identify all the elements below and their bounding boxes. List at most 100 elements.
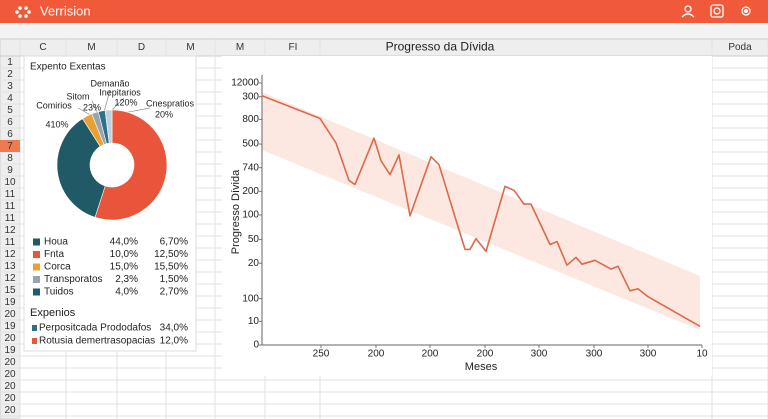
expense-swatch xyxy=(32,338,37,344)
row-header: 11 xyxy=(5,237,16,248)
row-header: 10 xyxy=(4,177,16,188)
pie-annotation: 120% xyxy=(114,97,137,107)
row-header: 1 xyxy=(7,57,13,68)
row-header: 8 xyxy=(7,153,13,164)
y-tick-label: 50 xyxy=(248,234,260,245)
row-header: 9 xyxy=(7,165,13,176)
legend-share: 15,0% xyxy=(110,262,138,273)
sheet-title: Progresso da Dívida xyxy=(386,40,495,54)
legend-rate: 2,70% xyxy=(160,287,188,298)
expense-name: Rotusia demertrasopacias xyxy=(39,336,155,347)
row-header: 13 xyxy=(4,261,16,272)
row-header: 20 xyxy=(4,369,16,380)
pie-annotation: Sitom xyxy=(66,91,89,101)
column-header: M xyxy=(87,42,95,53)
row-header: 20 xyxy=(4,333,16,344)
row-header: 6 xyxy=(7,117,13,128)
title-bar xyxy=(0,0,768,23)
y-tick-label: 20 xyxy=(248,258,260,269)
legend-rate: 6,70% xyxy=(160,237,188,248)
legend-name: Tuidos xyxy=(44,287,74,298)
row-header: 20 xyxy=(4,357,16,368)
row-header: 19 xyxy=(4,297,16,308)
x-tick-label: 300 xyxy=(586,349,603,360)
legend-swatch xyxy=(33,288,40,296)
pie-annotation: 20% xyxy=(155,109,173,119)
x-tick-label: 200 xyxy=(477,349,494,360)
row-header: 12 xyxy=(4,273,16,284)
row-header: 5 xyxy=(7,105,13,116)
pie-hole xyxy=(90,143,134,187)
pie-annotation: Comirios xyxy=(36,100,72,110)
x-tick-label: 200 xyxy=(422,349,439,360)
x-tick-label: 300 xyxy=(531,349,548,360)
data-line xyxy=(261,94,701,327)
pie-leaders xyxy=(77,89,151,119)
row-header: 12 xyxy=(4,225,16,236)
row-header: 12 xyxy=(4,249,16,260)
x-tick-label: 300 xyxy=(640,349,657,360)
app-title: Verrision xyxy=(40,3,91,18)
row-header: 2 xyxy=(7,69,13,80)
legend-rate: 15,50% xyxy=(154,262,188,273)
row-header: 20 xyxy=(4,309,16,320)
row-header: 11 xyxy=(5,201,16,212)
row-header: 7 xyxy=(7,141,13,152)
row-header: 3 xyxy=(7,81,13,92)
legend-name: Corca xyxy=(44,262,71,273)
y-tick-label: 500 xyxy=(242,139,259,150)
row-header: 19 xyxy=(4,321,16,332)
row-header: 15 xyxy=(4,285,16,296)
y-tick-label: 200 xyxy=(242,186,259,197)
y-tick-label: 800 xyxy=(242,114,259,125)
active-row-header xyxy=(0,140,20,152)
column-header: Poda xyxy=(728,42,752,53)
logo xyxy=(15,6,31,18)
x-tick-label: 10 xyxy=(696,349,708,360)
legend-share: 10,0% xyxy=(110,249,138,260)
x-axis-label: Meses xyxy=(465,361,498,373)
legend-swatch xyxy=(33,276,40,283)
x-tick-label: 250 xyxy=(313,349,330,360)
row-header: 4 xyxy=(7,93,13,104)
ribbon xyxy=(0,23,768,39)
row-header: 20 xyxy=(4,405,16,416)
row-header: 19 xyxy=(4,345,16,356)
legend-name: Fnta xyxy=(44,249,64,260)
y-tick-label: 12000 xyxy=(231,78,259,89)
legend-name: Transporatos xyxy=(44,274,103,285)
trend-band xyxy=(262,92,700,330)
legend-rate: 12,50% xyxy=(154,249,188,260)
legend-swatch xyxy=(33,238,40,246)
y-axis-label: Progresso Dívida xyxy=(230,169,242,254)
row-header: 20 xyxy=(4,381,16,392)
y-tick-label: 740 xyxy=(242,162,259,173)
legend-share: 4,0% xyxy=(115,287,138,298)
row-header: 11 xyxy=(5,213,16,224)
legend-rate: 1,50% xyxy=(160,274,188,285)
y-tick-label: 300 xyxy=(242,91,259,102)
legend-swatch xyxy=(33,263,40,271)
expense-value: 34,0% xyxy=(160,323,188,334)
legend-swatch xyxy=(33,251,40,258)
column-header: C xyxy=(39,42,46,53)
pie-annotation: Cnespratios xyxy=(146,98,195,108)
pie-annotation: Inepitarios xyxy=(99,87,141,97)
y-tick-label: 100 xyxy=(242,210,259,221)
row-header: 6 xyxy=(7,129,13,140)
column-header: D xyxy=(138,42,145,53)
expense-value: 12,0% xyxy=(160,336,188,347)
expense-swatch xyxy=(32,325,37,331)
legend-name: Houa xyxy=(44,237,68,248)
expense-name: Perpositcada Prododafos xyxy=(39,323,151,334)
y-tick-label: 10 xyxy=(248,316,260,327)
y-tick-label: 0 xyxy=(253,340,259,351)
legend-share: 44,0% xyxy=(110,237,138,248)
toolbar-icons[interactable] xyxy=(681,4,751,18)
row-header: 20 xyxy=(4,393,16,404)
column-header-row xyxy=(0,38,768,57)
row-header: 11 xyxy=(5,189,16,200)
pie-annotation: 23% xyxy=(83,102,101,112)
legend-share: 2,3% xyxy=(115,274,138,285)
